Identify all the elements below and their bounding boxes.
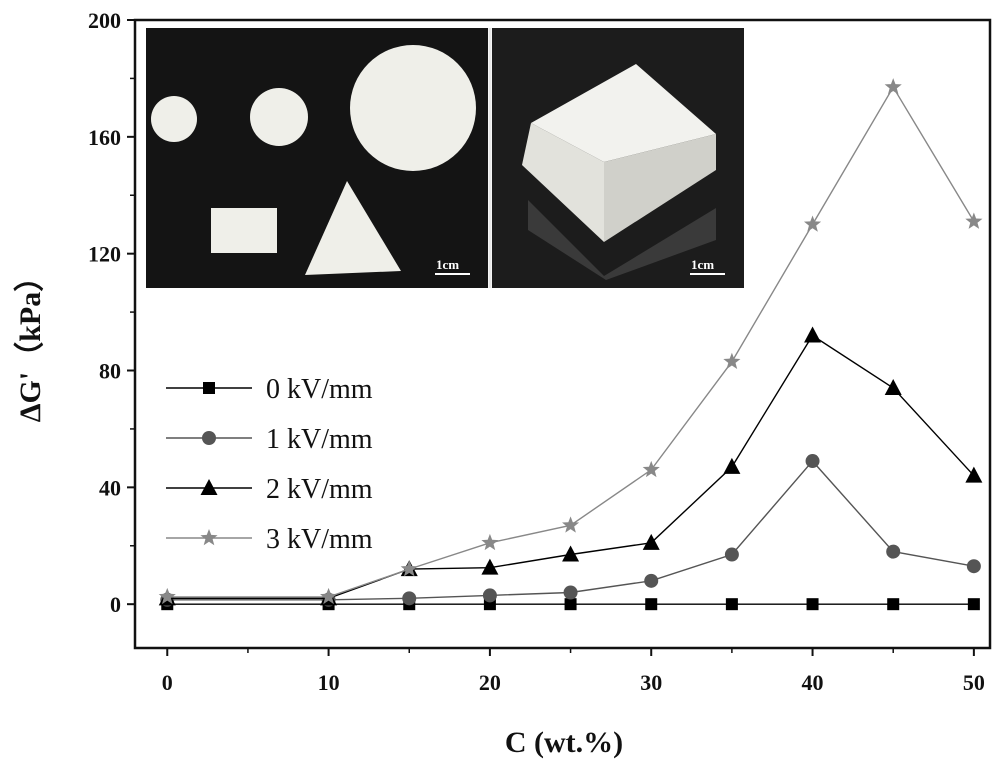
legend: 0 kV/mm 1 kV/mm 2 kV/mm 3 kV/mm [166,374,373,555]
data-point-s3-8 [885,78,902,94]
data-point-s0-8 [887,598,899,610]
data-point-s3-3 [481,534,498,550]
data-point-s1-2 [402,591,416,605]
data-point-s3-9 [965,213,982,229]
data-point-s0-5 [645,598,657,610]
x-tick-label-40: 40 [802,670,824,695]
disc-small-2 [250,88,308,146]
y-tick-label-40: 40 [99,475,121,500]
y-tick-label-120: 120 [88,242,121,267]
y-tick-label-80: 80 [99,359,121,384]
legend-label-1: 1 kV/mm [266,424,373,455]
data-point-s2-7 [804,326,821,342]
legend-label-2: 2 kV/mm [266,474,373,505]
y-axis-title: ΔG'（kPa） [13,262,47,423]
data-point-s1-7 [806,454,820,468]
data-point-s2-6 [723,458,740,474]
data-point-s3-7 [804,215,821,231]
x-tick-label-30: 30 [640,670,662,695]
rectangle-piece [211,208,277,253]
scale-label-left: 1cm [436,257,459,272]
data-point-s1-8 [886,545,900,559]
x-tick-label-50: 50 [963,670,985,695]
data-point-s1-9 [967,559,981,573]
data-point-s2-8 [885,379,902,395]
x-tick-label-10: 10 [318,670,340,695]
disc-large [350,45,476,171]
y-tick-label-160: 160 [88,125,121,150]
data-point-s3-6 [723,353,740,369]
x-tick-label-0: 0 [162,670,173,695]
y-tick-label-0: 0 [110,592,121,617]
data-point-s1-5 [644,574,658,588]
x-tick-label-20: 20 [479,670,501,695]
legend-marker-0 [203,382,215,394]
series-2 [159,326,983,605]
data-point-s1-6 [725,548,739,562]
legend-marker-2 [201,479,218,495]
disc-small-1 [151,96,197,142]
y-tick-label-200: 200 [88,8,121,33]
x-axis-title: C (wt.%) [505,726,623,759]
legend-label-3: 3 kV/mm [266,524,373,555]
scale-label-right: 1cm [691,257,714,272]
legend-label-0: 0 kV/mm [266,374,373,405]
data-point-s0-4 [565,598,577,610]
legend-marker-1 [202,431,216,445]
data-point-s0-7 [807,598,819,610]
data-point-s0-6 [726,598,738,610]
data-point-s1-3 [483,588,497,602]
legend-marker-3 [200,529,217,545]
inset-photos: 1cm 1cm [146,28,744,288]
data-point-s0-9 [968,598,980,610]
data-point-s1-4 [564,586,578,600]
data-point-s3-4 [562,516,579,532]
